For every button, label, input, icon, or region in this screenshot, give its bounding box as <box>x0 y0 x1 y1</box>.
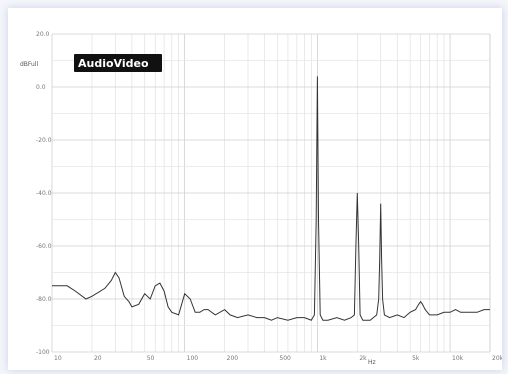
x-tick-label: 2k <box>359 355 367 362</box>
frequency-response-chart: 20.00.0-20.0-40.0-60.0-80.0-100 10 20 50 10… <box>20 31 502 366</box>
y-tick-label: 0.0 <box>36 84 46 91</box>
x-tick-label: 500 <box>279 355 291 362</box>
y-tick-label: -100 <box>36 349 50 356</box>
y-tick-labels: 20.0 0.0 -20.0 -40.0 -60.0 -80.0 -100 <box>36 31 52 356</box>
x-tick-label: 10k <box>452 355 464 362</box>
badge-text: AudioVideo <box>78 57 149 70</box>
x-tick-label: 200 <box>227 355 239 362</box>
x-tick-labels: 10 20 50 100 200 500 1k 2k 5k 10k 20k <box>54 355 502 362</box>
y-tick-label: -20.0 <box>36 137 52 144</box>
x-tick-label: 20 <box>94 355 102 362</box>
grid <box>51 33 491 353</box>
x-tick-label: 20k <box>492 355 502 362</box>
spectrum-line <box>52 76 490 321</box>
badge: AudioVideo <box>74 54 162 72</box>
y-tick-label: -40.0 <box>36 190 52 197</box>
x-tick-label: 5k <box>412 355 420 362</box>
x-tick-label: 100 <box>187 355 199 362</box>
y-tick-label: -80.0 <box>36 296 52 303</box>
y-tick-label: -60.0 <box>36 243 52 250</box>
y-axis-label: dBFull <box>20 61 39 68</box>
x-tick-label: 1k <box>319 355 327 362</box>
x-tick-label: 50 <box>147 355 155 362</box>
x-axis-label: Hz <box>368 359 376 366</box>
x-tick-label: 10 <box>54 355 62 362</box>
y-tick-label: 20.0 <box>36 31 50 38</box>
chart-frame: 20.0 0.0 -20.0 -40.0 -60.0 -80.0 -100 10 20 50 10… <box>8 8 502 370</box>
